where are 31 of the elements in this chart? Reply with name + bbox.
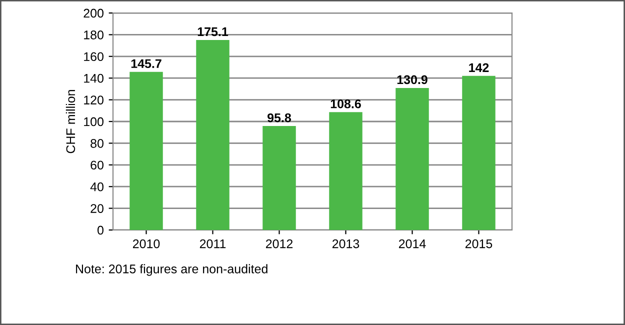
y-tick-label: 20 <box>90 204 104 213</box>
data-label: 142 <box>469 63 489 72</box>
y-tick-label: 200 <box>84 8 104 18</box>
x-tick-label: 2013 <box>332 239 360 248</box>
y-tick-label: 80 <box>90 139 104 148</box>
bar <box>396 88 429 230</box>
y-tick-label: 100 <box>84 117 104 126</box>
text: Note: 2015 figures are non-audited <box>76 264 268 276</box>
bar <box>462 76 496 230</box>
y-tick-label: 120 <box>84 96 104 104</box>
bar <box>262 126 296 230</box>
bar <box>196 40 230 230</box>
data-label: 145.7 <box>131 59 162 68</box>
x-tick-label: 2015 <box>465 239 492 248</box>
y-axis-title: CHF million <box>66 90 76 154</box>
y-tick-label: 140 <box>84 74 104 83</box>
y-tick-label: 40 <box>90 182 104 192</box>
y-tick-label: 0 <box>98 226 104 235</box>
x-tick-label: 2010 <box>132 239 160 248</box>
x-tick-label: 2014 <box>398 239 426 248</box>
y-tick-label: 160 <box>84 52 104 62</box>
y-tick-label: 180 <box>84 30 104 40</box>
data-label: 108.6 <box>330 99 361 108</box>
y-tick-label: 60 <box>90 160 104 170</box>
data-label: 130.9 <box>397 75 428 84</box>
data-label: 175.1 <box>198 27 228 36</box>
data-label: 95.8 <box>268 113 292 122</box>
bar <box>130 72 163 230</box>
x-tick-label: 2011 <box>200 239 226 248</box>
bar <box>329 112 362 230</box>
x-tick-label: 2012 <box>266 239 293 248</box>
